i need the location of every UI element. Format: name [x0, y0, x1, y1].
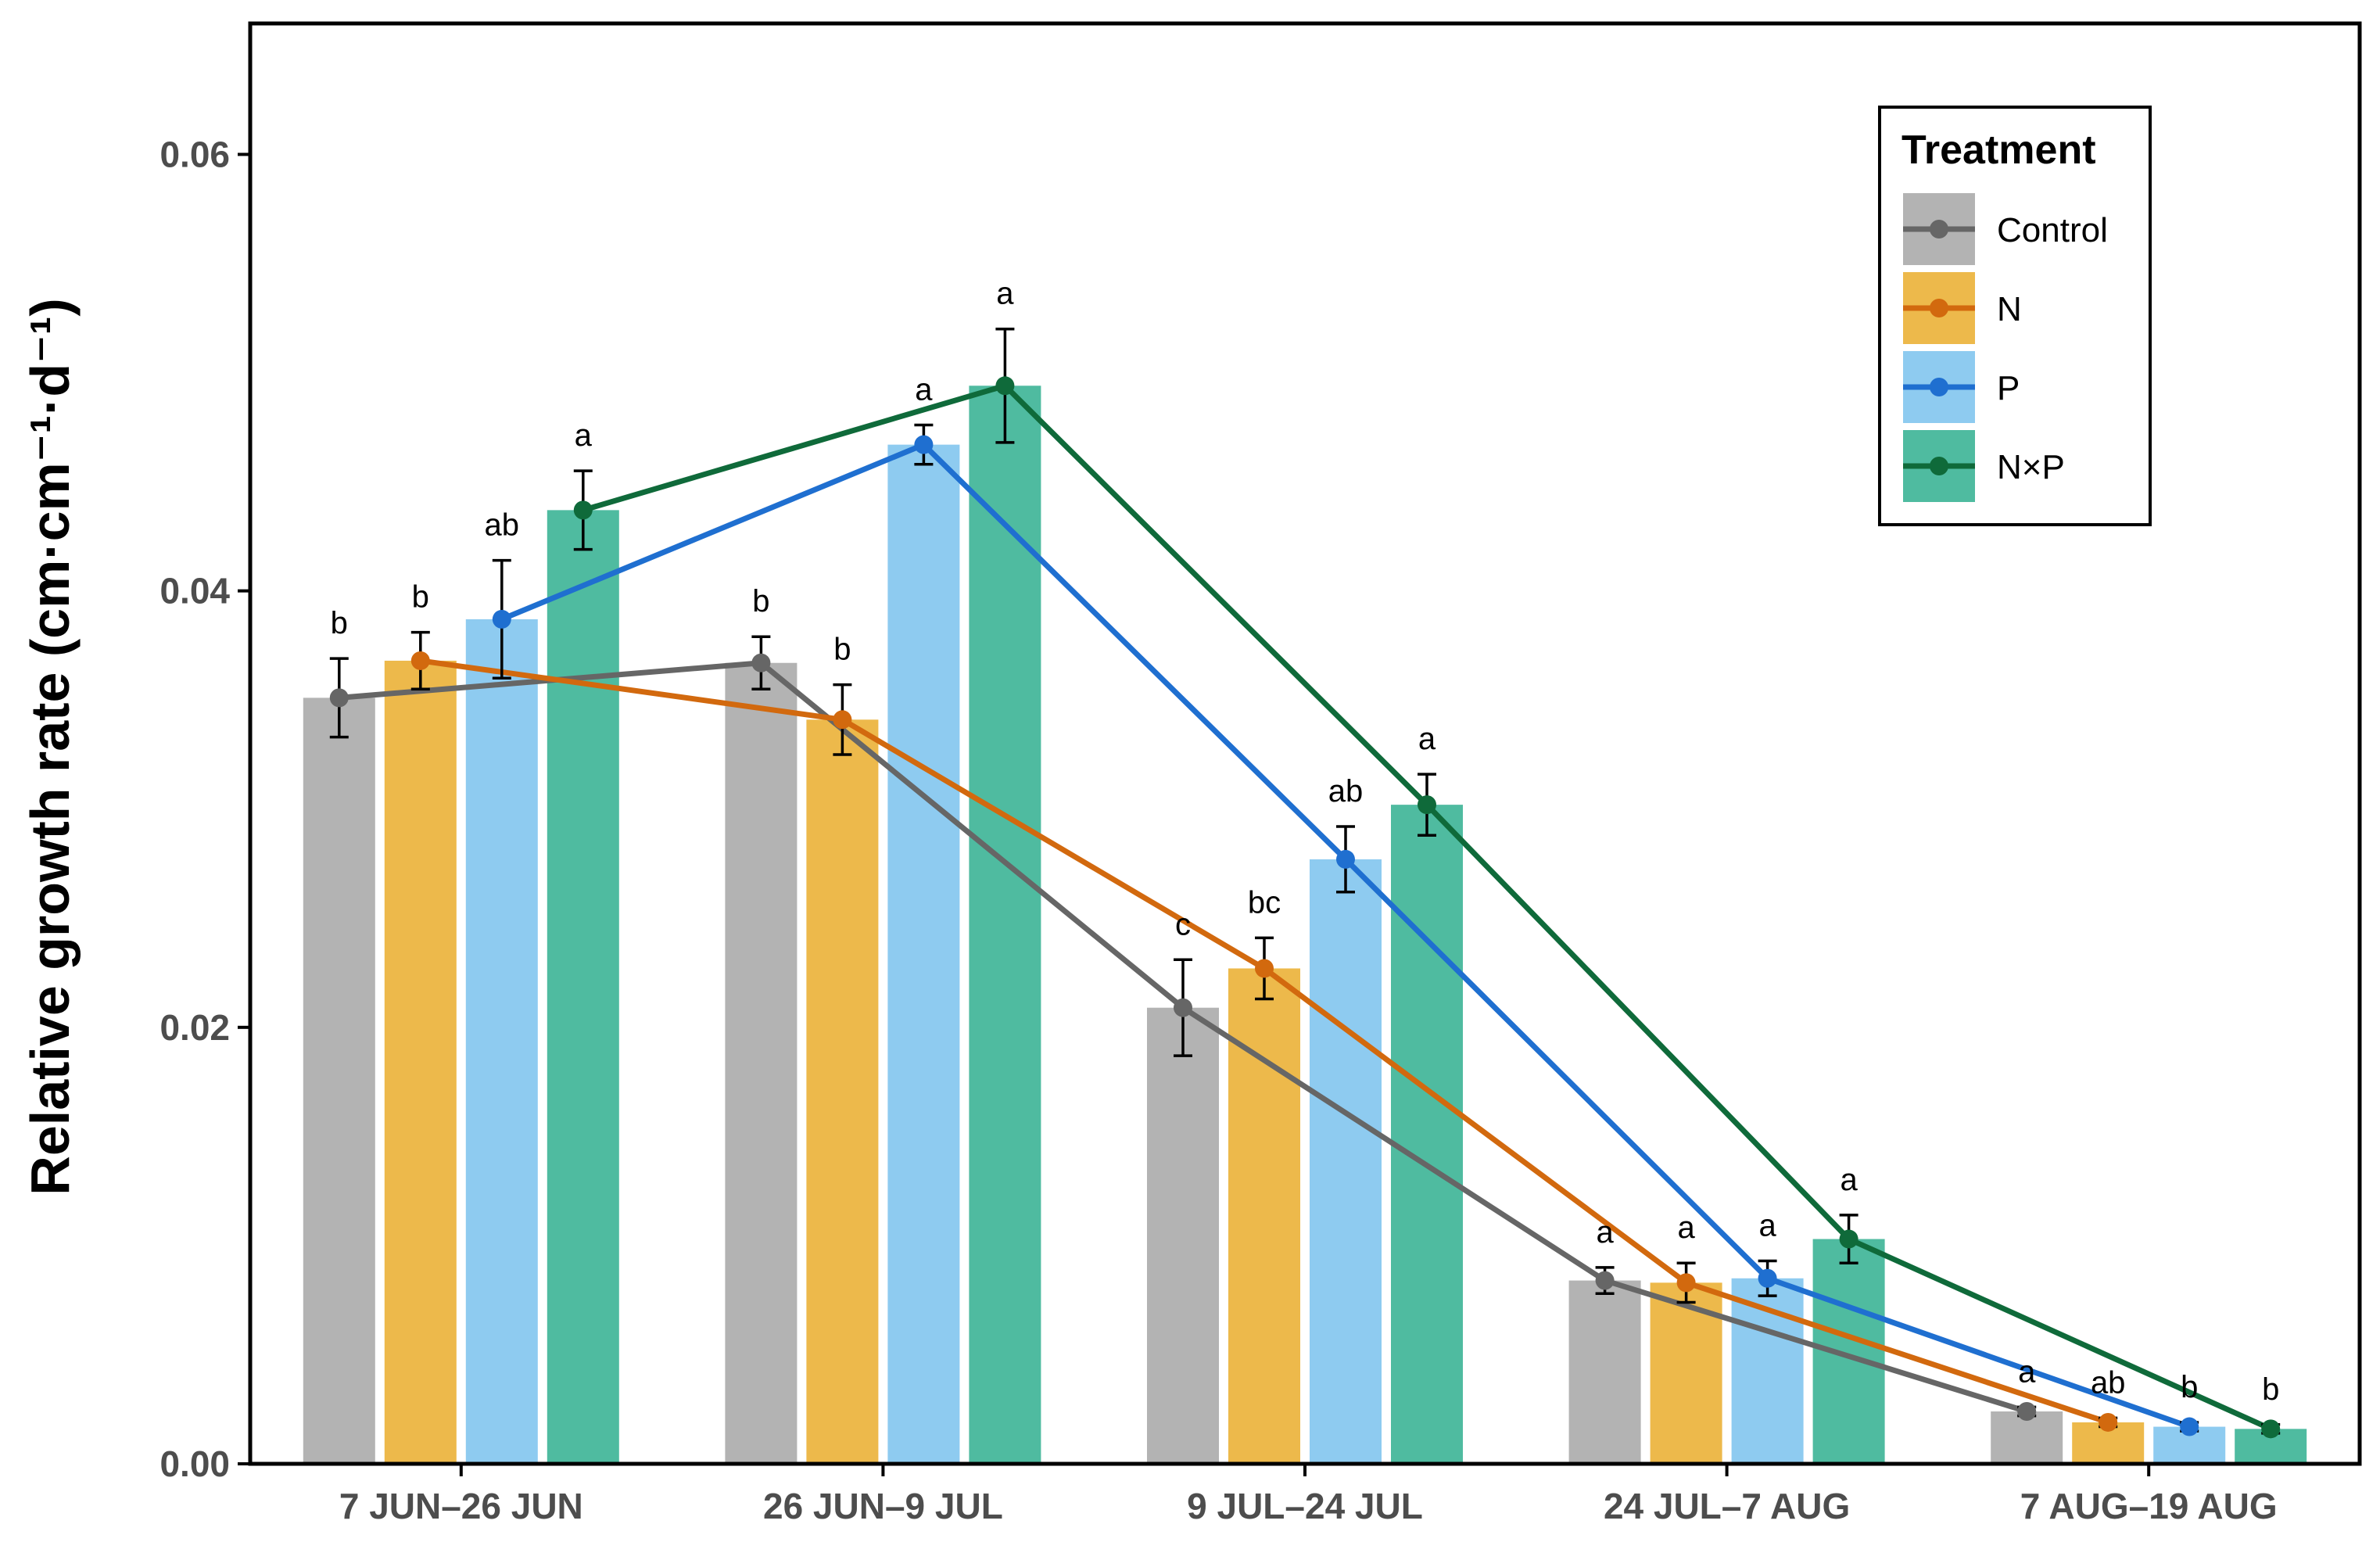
x-tick-label: 7 JUN–26 JUN [339, 1486, 583, 1526]
x-tick-label: 26 JUN–9 JUL [763, 1486, 1003, 1526]
data-point [410, 651, 430, 670]
significance-letter: ab [485, 508, 520, 543]
data-point [2017, 1402, 2037, 1422]
y-tick-label: 0.02 [160, 1007, 230, 1048]
data-point [573, 500, 593, 520]
significance-letter: a [1596, 1215, 1614, 1250]
significance-letter: b [752, 584, 769, 619]
data-point [1676, 1273, 1696, 1293]
data-point [751, 653, 771, 672]
significance-letter: a [575, 418, 593, 453]
significance-letter: a [1677, 1210, 1695, 1245]
y-tick-label: 0.06 [160, 134, 230, 174]
bar [1650, 1282, 1722, 1464]
bar [887, 444, 960, 1464]
bar [384, 660, 457, 1464]
bar [1568, 1280, 1641, 1464]
points-layer [329, 376, 2281, 1439]
data-point [1418, 795, 1436, 815]
significance-letter: c [1175, 907, 1191, 941]
x-tick-label: 7 AUG–19 AUG [2020, 1486, 2278, 1526]
significance-letter: a [1758, 1208, 1776, 1243]
significance-letter: a [996, 277, 1014, 311]
lines-layer [339, 382, 2272, 1432]
bar [1310, 859, 1382, 1464]
significance-letter: b [2181, 1370, 2198, 1404]
data-point [1595, 1271, 1615, 1290]
legend-label: Control [1997, 211, 2108, 249]
y-tick-label: 0.00 [160, 1443, 230, 1484]
x-tick-label: 9 JUL–24 JUL [1187, 1486, 1423, 1526]
significance-letter: b [833, 633, 851, 667]
data-point [1839, 1229, 1858, 1249]
legend: Treatment Control N P N×P [1878, 106, 2152, 526]
data-point [995, 376, 1015, 396]
significance-letter: a [915, 373, 933, 407]
data-point [1174, 998, 1192, 1017]
significance-letter: b [412, 580, 429, 615]
significance-letter: b [2262, 1372, 2279, 1407]
bar [1147, 1007, 1219, 1464]
legend-label: N×P [1997, 448, 2065, 486]
bar [1228, 968, 1300, 1464]
significance-letter: b [331, 606, 348, 640]
bars-layer [303, 386, 2307, 1465]
bar [303, 698, 375, 1464]
data-point [1255, 959, 1274, 978]
legend-label: N [1997, 290, 2022, 328]
data-point [2099, 1412, 2118, 1432]
data-point [2180, 1417, 2199, 1436]
error-bars-layer [329, 327, 2281, 1435]
legend-title: Treatment [1901, 127, 2096, 173]
data-point [1336, 849, 1355, 869]
x-tick-label: 24 JUL–7 AUG [1604, 1486, 1850, 1526]
bar [1812, 1239, 1885, 1464]
bar [547, 510, 619, 1464]
bar [465, 619, 538, 1464]
significance-letter: bc [1248, 885, 1281, 920]
significance-letter: a [1418, 722, 1436, 756]
y-axis-label: Relative growth rate (cm·cm⁻¹·d⁻¹) [20, 298, 81, 1195]
legend-key-point [1930, 378, 1948, 396]
bar [806, 719, 879, 1464]
data-point [492, 609, 511, 629]
data-point [1758, 1268, 1777, 1288]
legend-label: P [1997, 369, 2020, 407]
bar [1731, 1278, 1804, 1464]
significance-letter: ab [1328, 774, 1364, 809]
data-point [329, 688, 349, 708]
significance-letter: a [1840, 1163, 1858, 1197]
bar [969, 386, 1041, 1465]
legend-key-point [1930, 220, 1948, 238]
bar [1391, 805, 1463, 1464]
data-point [833, 710, 852, 730]
legend-key-point [1930, 299, 1948, 317]
bar [725, 662, 798, 1465]
significance-letter: ab [2091, 1365, 2126, 1400]
data-point [2261, 1419, 2281, 1439]
legend-key-point [1930, 457, 1948, 475]
significance-letter: a [2018, 1354, 2036, 1389]
y-tick-label: 0.04 [160, 571, 230, 611]
data-point [914, 435, 934, 454]
axes-layer: 0.00 0.02 0.04 0.06 7 JUN–26 JUN 26 JUN–9 JUL… [160, 21, 2362, 1526]
